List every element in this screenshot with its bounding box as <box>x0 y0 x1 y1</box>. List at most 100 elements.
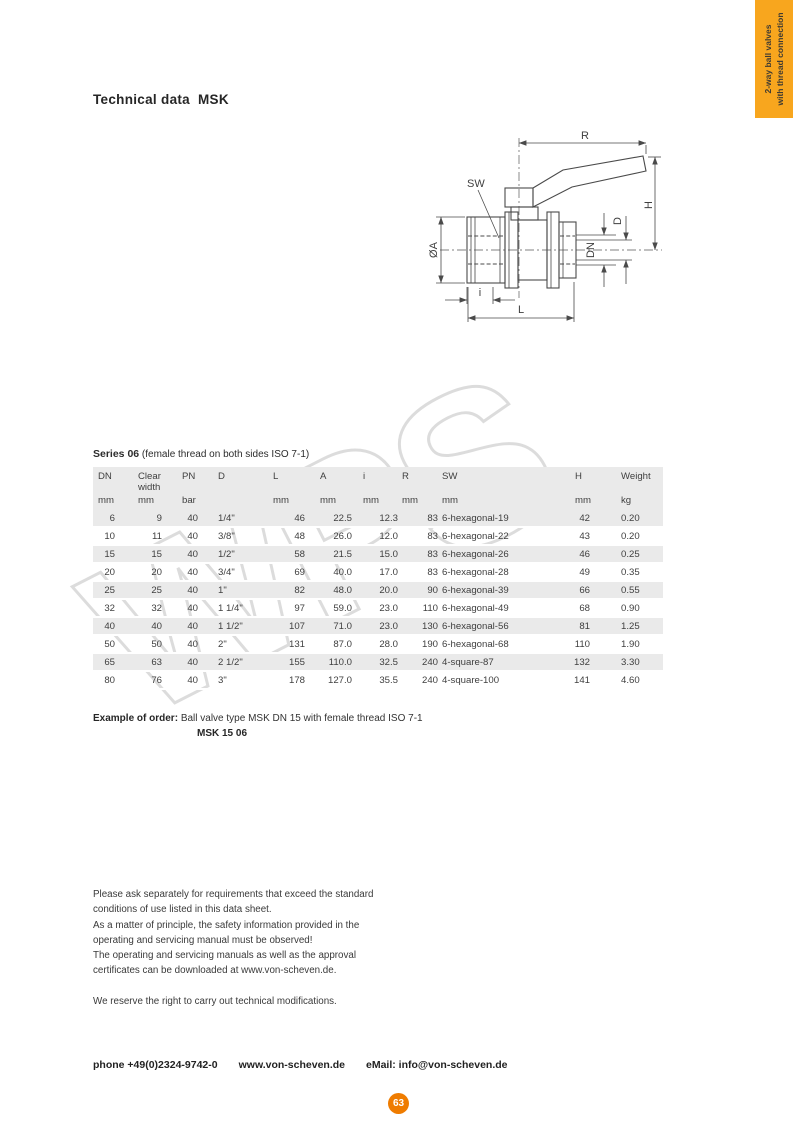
table-row: 6 9 40 1/4" 46 22.5 12.3 83 6-hexagonal-19 42 0.20 <box>93 510 663 527</box>
table-cell: 42 <box>579 513 590 524</box>
table-cell: 132 <box>573 657 590 668</box>
notes-line: The operating and servicing manuals as w… <box>93 950 357 962</box>
table-cell: 81 <box>579 621 590 632</box>
table-cell: 131 <box>288 639 305 650</box>
table-cell: 82 <box>294 585 305 596</box>
table-cell: 26.0 <box>333 531 352 542</box>
table-cell: 87.0 <box>333 639 352 650</box>
dimension-i: i <box>445 287 515 304</box>
col-unit-0: mm <box>98 495 114 506</box>
table-cell: 68 <box>579 603 590 614</box>
col-header-5: A <box>320 471 327 482</box>
table-cell: 3/4" <box>218 567 235 578</box>
table-cell: 69 <box>294 567 305 578</box>
label-H: H <box>643 201 655 209</box>
order-example-code: MSK 15 06 <box>197 727 248 739</box>
table-cell: 6-hexagonal-39 <box>442 585 509 596</box>
order-example-text: Ball valve type MSK DN 15 with female th… <box>180 713 423 724</box>
table-cell: 80 <box>104 675 115 686</box>
label-D: D <box>612 217 624 225</box>
table-cell: 23.0 <box>379 603 398 614</box>
valve-body <box>466 187 632 289</box>
table-body: 6 9 40 1/4" 46 22.5 12.3 83 6-hexagonal-19 42 0.20… <box>93 510 663 689</box>
col-header-8: SW <box>442 471 458 482</box>
dimension-D: D <box>601 213 624 287</box>
table-cell: 48.0 <box>333 585 352 596</box>
table-cell: 1/2" <box>218 549 235 560</box>
valve-technical-drawing: R H D DN ØA SW <box>428 130 662 322</box>
notes-lines: Please ask separately for requirements t… <box>93 887 373 979</box>
table-row: 15 15 40 1/2" 58 21.5 15.0 83 6-hexagonal-26 46 0.… <box>93 545 663 563</box>
table-cell: 2 1/2" <box>218 657 243 668</box>
table-cell: 40 <box>187 603 198 614</box>
table-cell: 50 <box>104 639 115 650</box>
table-row: 65 63 40 2 1/2" 155 110.0 32.5 240 4-square-87 13… <box>93 653 663 671</box>
col-header-2: PN <box>182 471 196 482</box>
table-cell: 6-hexagonal-68 <box>442 639 509 650</box>
dimension-DN: DN <box>585 216 629 284</box>
notes-line: operating and servicing manual must be o… <box>93 934 313 946</box>
table-cell: 35.5 <box>379 675 398 686</box>
table-cell: 40 <box>187 567 198 578</box>
notes-line: As a matter of principle, the safety inf… <box>93 919 360 931</box>
table-cell: 15 <box>104 549 115 560</box>
label-i: i <box>479 287 481 299</box>
table-cell: 127.0 <box>327 675 352 686</box>
col-header-0: DN <box>98 471 112 482</box>
table-cell: 4.60 <box>621 675 640 686</box>
table-row: 40 40 40 1 1/2" 107 71.0 23.0 130 6-hexagonal-56… <box>93 617 663 635</box>
table-cell: 71.0 <box>333 621 352 632</box>
table-cell: 90 <box>427 585 438 596</box>
series-desc: (female thread on both sides ISO 7-1) <box>141 449 310 460</box>
table-cell: 1 1/2" <box>218 621 243 632</box>
col-header-4: L <box>273 471 279 482</box>
dimension-OA: ØA <box>428 216 465 284</box>
table-cell: 10 <box>104 531 115 542</box>
table-row: 32 32 40 1 1/4" 97 59.0 23.0 110 6-hexagonal-49 6… <box>93 599 663 617</box>
chapter-tab-line1: 2-way ball valves <box>763 24 773 94</box>
table-row: 25 25 40 1" 82 48.0 20.0 90 6-hexagonal-39 66 0.55 <box>93 581 663 599</box>
table-cell: 40 <box>187 549 198 560</box>
table-cell: 63 <box>151 657 162 668</box>
chapter-tab-label: 2-way ball valves with thread connection <box>755 0 793 118</box>
table-cell: 43 <box>579 531 590 542</box>
table-cell: 1.25 <box>621 621 640 632</box>
table-cell: 40 <box>187 585 198 596</box>
table-row: 20 20 40 3/4" 69 40.0 17.0 83 6-hexagonal-28 49 0.… <box>93 563 663 581</box>
table-cell: 6 <box>109 513 115 524</box>
table-cell: 21.5 <box>333 549 352 560</box>
dimension-H: H <box>643 156 661 251</box>
table-cell: 6-hexagonal-28 <box>442 567 509 578</box>
table-cell: 40 <box>187 639 198 650</box>
chapter-tab-line2: with thread connection <box>775 12 785 106</box>
table-cell: 50 <box>151 639 162 650</box>
table-cell: 20 <box>104 567 115 578</box>
table-cell: 20 <box>151 567 162 578</box>
table-cell: 1/4" <box>218 513 235 524</box>
table-cell: 46 <box>579 549 590 560</box>
footer-website: www.von-scheven.de <box>238 1059 345 1071</box>
col-header-3: D <box>218 471 225 482</box>
table-cell: 66 <box>579 585 590 596</box>
table-cell: 40 <box>187 621 198 632</box>
table-cell: 28.0 <box>379 639 398 650</box>
page-title: Technical data MSK <box>93 92 229 107</box>
table-cell: 65 <box>104 657 115 668</box>
notes-line: certificates can be downloaded at www.vo… <box>93 965 337 977</box>
table-cell: 40 <box>151 621 162 632</box>
col-unit-3 <box>205 494 255 510</box>
table-cell: 76 <box>151 675 162 686</box>
footer-contact: phone +49(0)2324-9742-0 www.von-scheven.d… <box>93 1059 529 1071</box>
col-unit-6: mm <box>363 495 379 506</box>
table-cell: 32 <box>104 603 115 614</box>
page-number-badge: 63 <box>388 1093 409 1114</box>
table-cell: 240 <box>421 675 438 686</box>
col-header-10: Weight <box>621 471 651 482</box>
table-cell: 2" <box>218 639 227 650</box>
col-unit-9: mm <box>575 495 591 506</box>
table-cell: 83 <box>427 567 438 578</box>
table-cell: 0.90 <box>621 603 640 614</box>
table-cell: 22.5 <box>333 513 352 524</box>
table-cell: 1" <box>218 585 227 596</box>
dimension-R: R <box>518 130 647 154</box>
